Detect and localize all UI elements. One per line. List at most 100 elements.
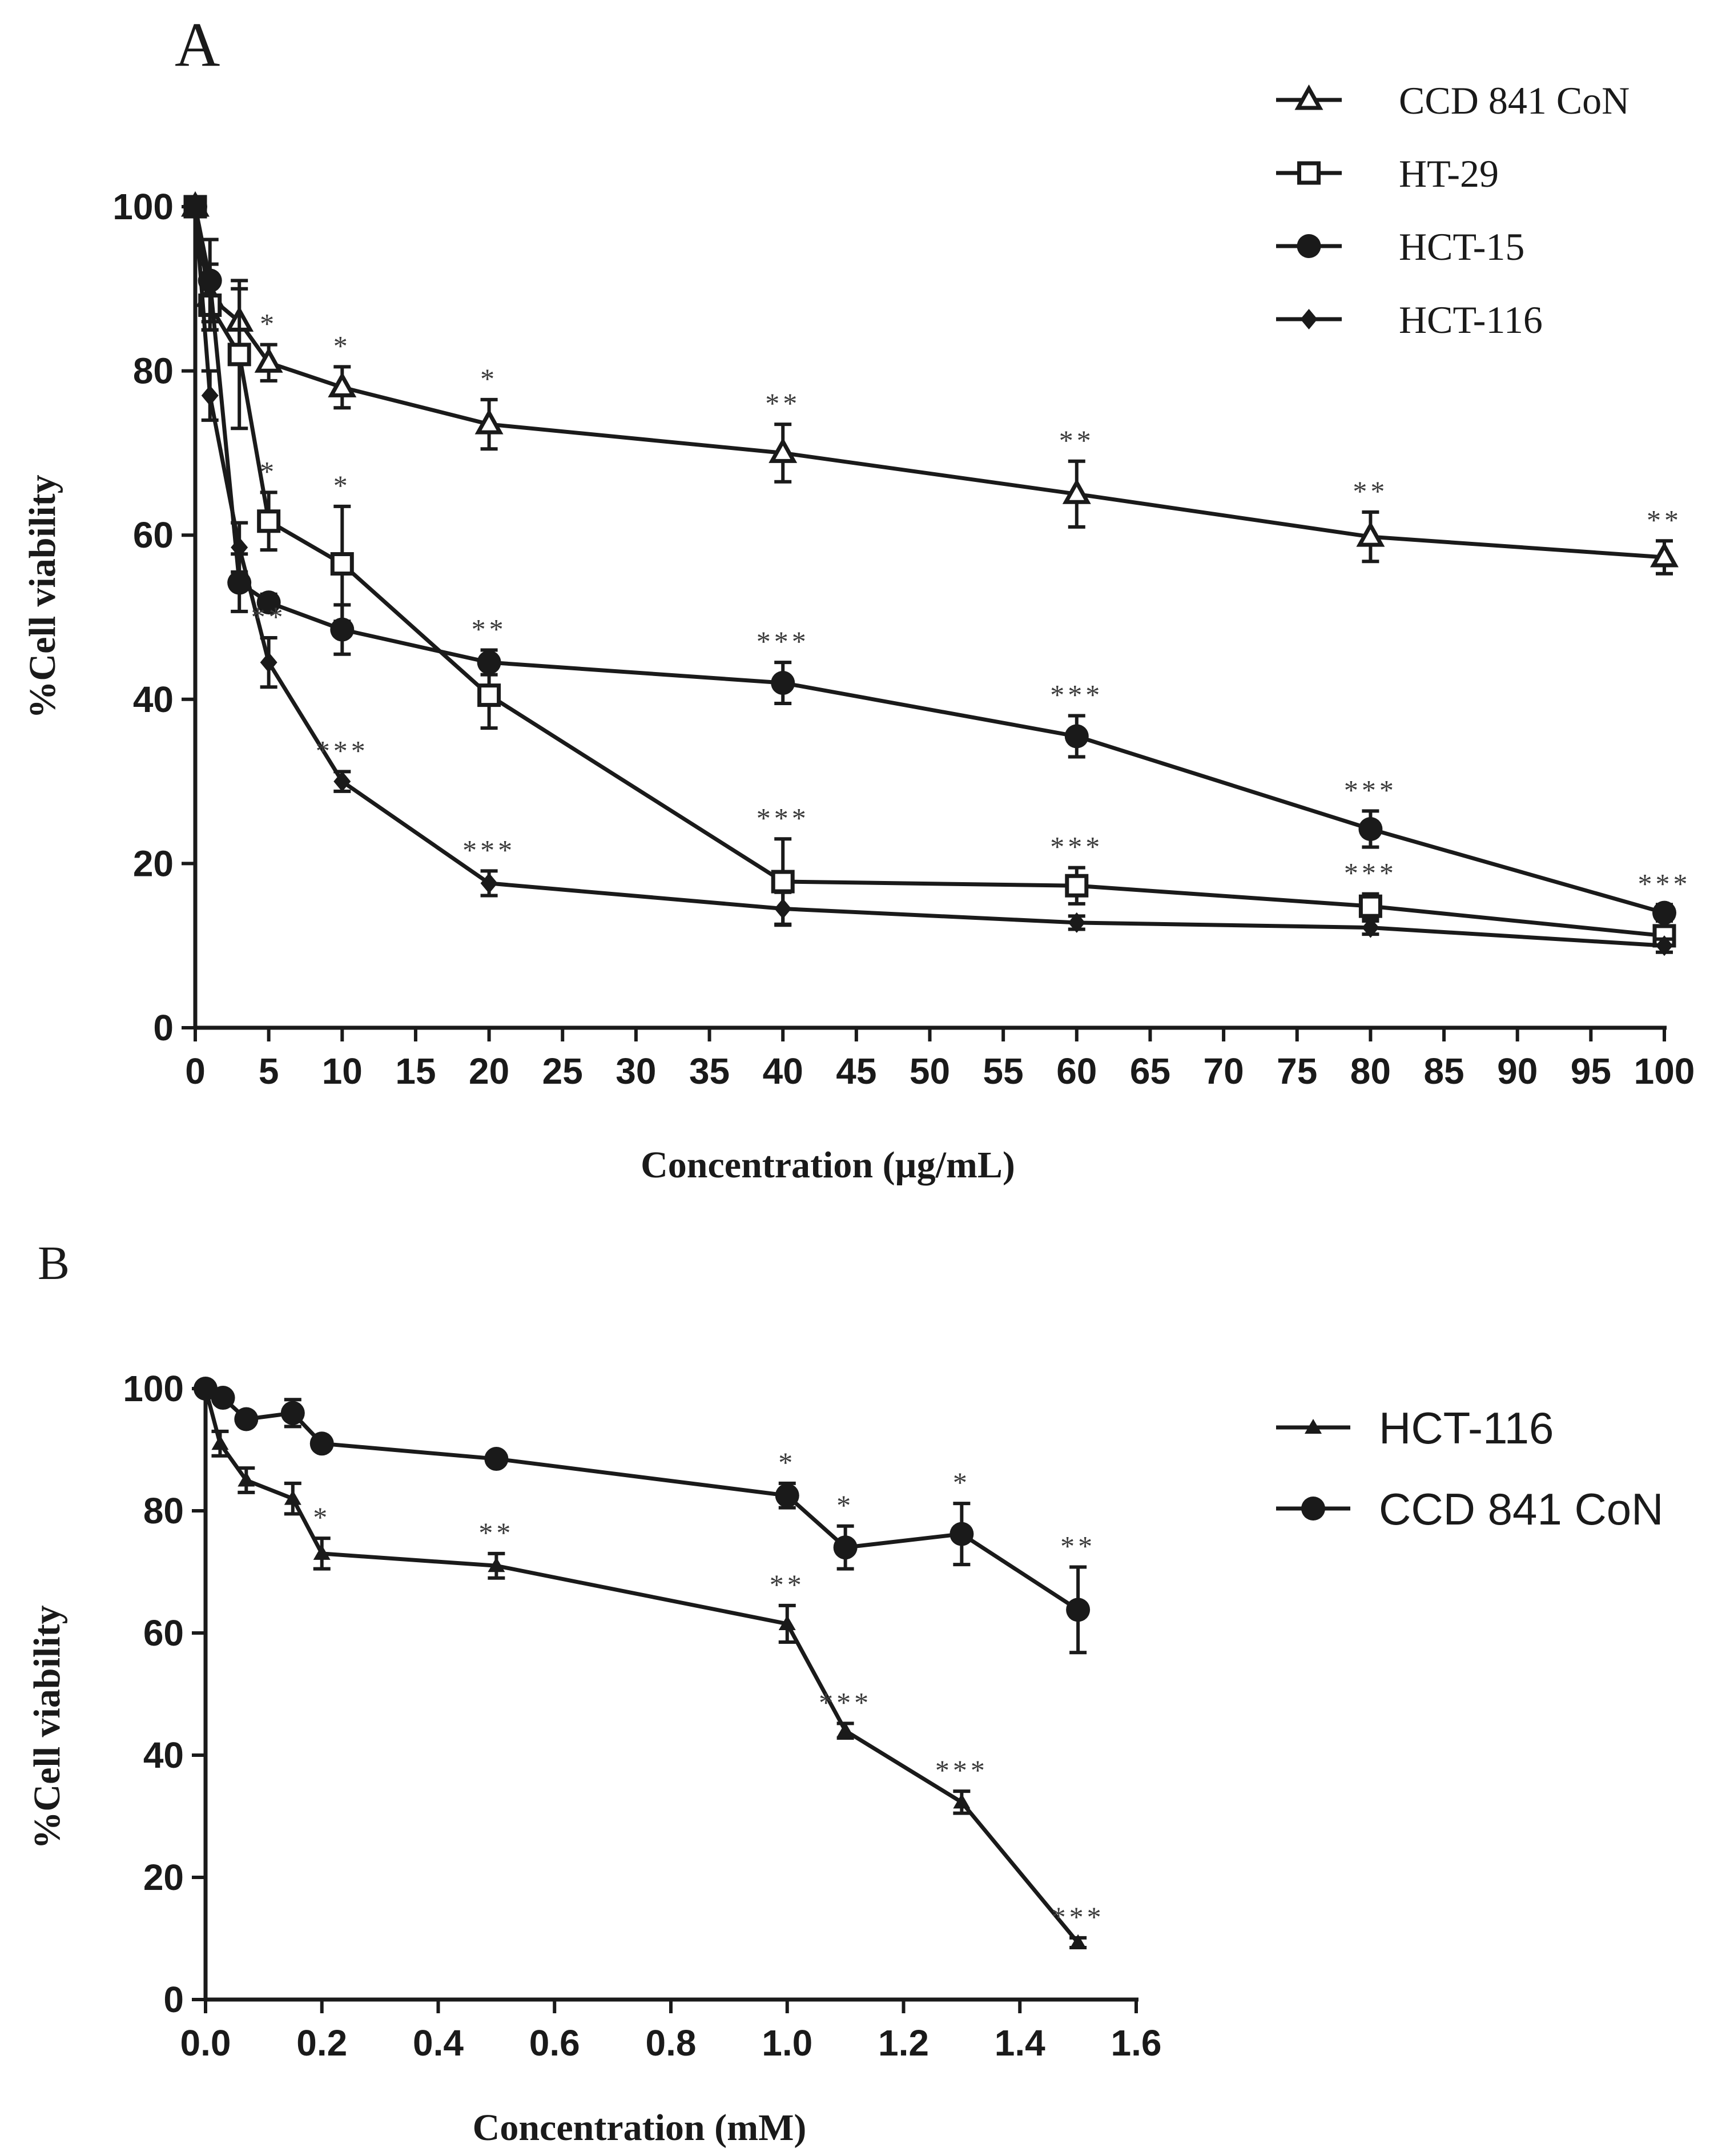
significance-label: *** [316,734,369,766]
series-ccd-841-con: *********** [181,191,1682,576]
data-point [778,1615,796,1630]
data-point [198,268,222,293]
data-point [256,590,281,615]
legend-label: HT-29 [1399,152,1499,195]
x-tick-label: 65 [1130,1051,1170,1092]
significance-label: ** [251,601,287,633]
data-point [1656,935,1673,956]
y-tick-label: 100 [112,186,174,227]
data-point [1650,541,1679,568]
data-point [484,1447,509,1471]
data-point [280,1401,305,1425]
x-tick-label: 0 [185,1051,206,1092]
series-line [193,206,1665,938]
data-point [254,347,283,373]
legend-marker [1297,234,1321,258]
legend-marker [1297,161,1321,185]
y-tick-label: 100 [123,1368,184,1409]
series-line [193,206,1665,560]
chart-a-ylabel: %Cell viability [22,474,63,718]
x-tick-label: 85 [1423,1051,1464,1092]
y-tick-label: 60 [143,1612,184,1654]
legend-label: HCT-116 [1399,298,1543,341]
x-tick-label: 1.4 [995,2022,1045,2064]
data-point [949,1522,974,1546]
data-point [1356,521,1385,547]
data-point [257,509,281,533]
data-point [201,385,219,406]
significance-label: ** [1059,424,1095,456]
significance-label: * [953,1466,971,1498]
data-point [260,652,277,673]
x-tick-label: 0.8 [646,2022,697,2064]
y-tick-label: 80 [133,351,174,392]
x-tick-label: 10 [322,1051,363,1092]
x-tick-label: 60 [1056,1051,1097,1092]
x-tick-label: 50 [910,1051,950,1092]
data-point [238,1471,255,1487]
significance-label: * [260,308,277,340]
significance-label: ** [1060,1530,1096,1562]
x-tick-label: 20 [469,1051,509,1092]
significance-label: *** [935,1754,988,1786]
series-hct-116: ******** [187,196,1673,956]
data-point [477,650,501,675]
data-point [771,870,795,894]
data-point [187,196,204,217]
legend-label: CCD 841 CoN [1399,79,1630,122]
significance-label: *** [1344,857,1397,889]
chart-b-series: * ****************** [194,1377,1101,1950]
significance-label: ** [1647,504,1682,536]
y-tick-label: 20 [143,1857,184,1898]
chart-b-legend: HCT-116 CCD 841 CoN [1276,1403,1664,1534]
significance-label: *** [1344,774,1397,806]
data-point [227,343,251,367]
series-hct-116: * ************* [197,1380,1101,1950]
y-tick-label: 40 [133,679,174,720]
x-tick-label: 40 [763,1051,803,1092]
series-line [204,1386,1080,1612]
significance-label: * [480,363,498,395]
x-tick-label: 25 [542,1051,583,1092]
significance-label: *** [1638,867,1691,899]
series-ht-29: * ********** [183,195,1676,948]
chart-a-legend: CCD 841 CoN HT-29 HCT-15 HCT-116 [1276,79,1630,341]
x-tick-label: 0.0 [180,2022,231,2064]
data-point [1064,724,1089,749]
series-line [203,1388,1080,1944]
significance-label: * [333,329,351,361]
series-ccd-841-con: ***** [194,1377,1096,1655]
data-point [313,1544,331,1560]
chart-a-xlabel: Concentration (µg/mL) [641,1144,1015,1186]
x-tick-label: 35 [689,1051,730,1092]
significance-label: *** [1050,831,1103,863]
x-tick-label: 30 [615,1051,656,1092]
data-point [769,437,798,463]
significance-label: *** [757,802,810,834]
y-tick-label: 20 [133,843,174,884]
data-point [774,898,792,919]
y-tick-label: 80 [143,1490,184,1531]
legend-marker [1294,84,1323,110]
data-point [836,1722,854,1737]
significance-label: * [836,1489,854,1521]
x-tick-label: 45 [836,1051,876,1092]
x-tick-label: 0.2 [296,2022,347,2064]
legend-label: CCD 841 CoN [1379,1484,1664,1534]
significance-label: *** [819,1686,872,1718]
chart-b-axes: 0 20 40 60 80 100 0.0 0.2 0.4 0.6 0.8 1.0 1.2 1.4 1.6 [123,1368,1161,2064]
chart-a: 0 20 40 60 80 100 0 5 10 15 20 25 30 35 40 45 50 55 60 65 70… [22,79,1695,1186]
series-line [193,206,1665,915]
legend-label: HCT-15 [1399,225,1524,268]
x-tick-label: 80 [1350,1051,1391,1092]
x-tick-label: 90 [1497,1051,1538,1092]
significance-label: * [260,455,277,487]
data-point [833,1535,858,1560]
y-tick-label: 0 [153,1007,174,1048]
legend-label: HCT-116 [1379,1403,1554,1453]
series-line [193,206,1665,948]
y-tick-label: 40 [143,1735,184,1776]
data-point [1065,874,1089,898]
x-tick-label: 100 [1634,1051,1695,1092]
